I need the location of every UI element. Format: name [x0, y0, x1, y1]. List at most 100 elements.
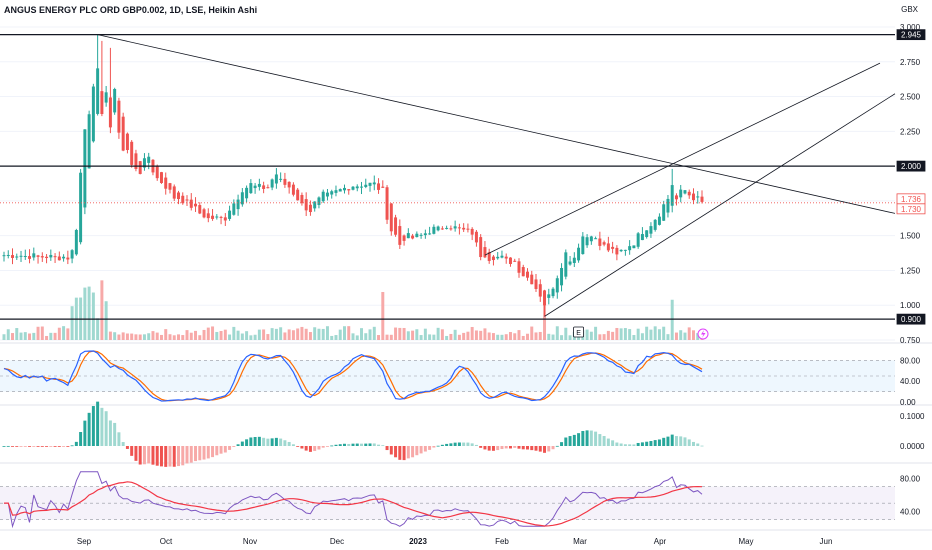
candle [619, 249, 623, 253]
volume-bar [202, 329, 206, 340]
volume-bar [653, 326, 657, 340]
macd-hist-bar [364, 443, 368, 446]
macd-hist-bar [15, 446, 19, 447]
candle-body [423, 233, 427, 236]
candle-body [662, 204, 666, 221]
indicators [0, 350, 895, 529]
stoch-d-line [3, 350, 703, 402]
candle-body [321, 191, 325, 202]
macd-hist-bar [330, 445, 334, 447]
macd-hist-bar [360, 443, 364, 446]
macd-hist-bar [164, 446, 168, 467]
macd-hist-bar [581, 430, 585, 446]
volume-bar [628, 329, 632, 340]
volume-bar [62, 326, 66, 340]
volume-bar [538, 331, 542, 340]
price-label-text: 2.000 [901, 162, 922, 171]
candle-body [49, 254, 53, 258]
macd-hist-bar [415, 446, 419, 456]
volume-bar [113, 332, 117, 340]
candle [11, 248, 15, 265]
macd-hist-bar [483, 446, 487, 450]
volume-bar [611, 331, 615, 340]
price-label-box [896, 160, 926, 172]
candle [249, 179, 253, 194]
candle-body [198, 205, 202, 214]
macd-hist-bar [347, 443, 351, 446]
volume-bar [317, 328, 321, 340]
candle [223, 213, 227, 226]
macd-hist-bar [513, 446, 517, 448]
candle [28, 249, 32, 264]
volume-bar [279, 327, 283, 340]
candle [453, 220, 457, 232]
candle [83, 129, 87, 215]
macd-hist-bar [236, 444, 240, 446]
volume-bar [83, 287, 87, 340]
candle-body [385, 187, 389, 220]
macd-hist-bar [560, 442, 564, 446]
macd-hist-bar [423, 446, 427, 452]
price-axis: 0.7501.0001.2501.5001.7502.0002.2502.500… [900, 23, 925, 516]
volume-bar [687, 327, 691, 340]
macd-hist-bar [653, 440, 657, 446]
candle [6, 250, 10, 259]
candle-body [589, 236, 593, 242]
candle-body [470, 228, 474, 235]
candle [113, 87, 117, 115]
price-label: 0.900 [896, 313, 926, 325]
volume-bar [228, 334, 232, 340]
volume-bar [640, 333, 644, 340]
candle-body [262, 185, 266, 189]
macd-hist-bar [470, 443, 474, 446]
price-tick-label: 3.000 [900, 23, 921, 32]
candle [594, 236, 598, 240]
candle-body [23, 255, 27, 257]
candle-body [683, 190, 687, 194]
candle [636, 232, 640, 249]
volume-bar [36, 326, 40, 340]
volume-bar [645, 326, 649, 340]
candle-body [125, 133, 129, 150]
volume-bar [57, 327, 61, 340]
trend-lines: E [0, 34, 896, 340]
macd-hist-bar [351, 443, 355, 446]
candle-body [632, 245, 636, 249]
volume-bar [296, 328, 300, 340]
candle [398, 219, 402, 250]
macd-hist-bar [551, 446, 555, 450]
macd-hist-bar [691, 441, 695, 446]
macd-hist-bar [304, 446, 308, 451]
volume-bar [513, 333, 517, 340]
macd-hist-bar [662, 437, 666, 446]
candle-body [449, 228, 453, 230]
currency-label: GBX [901, 5, 918, 14]
volume-bar [577, 334, 581, 340]
candle-body [100, 91, 104, 114]
volume-bar [496, 334, 500, 340]
candle [564, 249, 568, 280]
macd-hist-bar [130, 446, 134, 456]
candle [313, 201, 317, 212]
candle [474, 230, 478, 247]
candle-body [240, 192, 244, 205]
candle [287, 181, 291, 194]
price-label: 1.736 [896, 193, 926, 205]
trend-line [484, 62, 881, 256]
macd-hist-bar [453, 442, 457, 446]
candle-body [428, 233, 432, 235]
candle-body [287, 181, 291, 188]
volume-bar [691, 330, 695, 340]
candle-body [551, 288, 555, 297]
volume-bar [342, 326, 346, 340]
candle [296, 187, 300, 201]
macd-hist-bar [262, 437, 266, 446]
volume-bar [419, 335, 423, 340]
macd-hist-bar [240, 441, 244, 446]
macd-hist-bar [504, 446, 508, 449]
macd-hist-bar [602, 436, 606, 446]
volume-bar [428, 334, 432, 340]
candle-body [577, 247, 581, 261]
time-tick-label: Feb [495, 537, 509, 546]
